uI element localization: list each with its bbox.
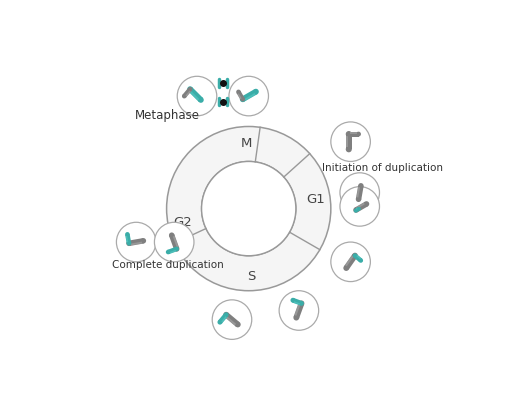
Polygon shape <box>218 313 228 324</box>
Text: G1: G1 <box>306 193 325 206</box>
Polygon shape <box>238 93 242 99</box>
Ellipse shape <box>357 207 361 211</box>
Ellipse shape <box>187 86 193 92</box>
Ellipse shape <box>346 131 352 137</box>
Polygon shape <box>173 236 179 247</box>
Circle shape <box>155 222 194 262</box>
Ellipse shape <box>346 146 352 152</box>
Ellipse shape <box>358 183 364 188</box>
Ellipse shape <box>218 320 222 325</box>
Ellipse shape <box>356 132 361 137</box>
Circle shape <box>116 222 156 262</box>
Ellipse shape <box>141 238 146 244</box>
Polygon shape <box>226 316 236 325</box>
Polygon shape <box>125 234 131 244</box>
Ellipse shape <box>353 253 357 258</box>
Polygon shape <box>292 298 302 306</box>
Ellipse shape <box>125 232 130 237</box>
Ellipse shape <box>293 315 299 320</box>
Ellipse shape <box>253 89 259 94</box>
Ellipse shape <box>346 132 351 137</box>
Ellipse shape <box>356 197 361 202</box>
Polygon shape <box>129 238 144 246</box>
Ellipse shape <box>364 201 369 207</box>
Ellipse shape <box>224 312 228 317</box>
Circle shape <box>202 162 296 256</box>
Polygon shape <box>349 132 358 137</box>
Polygon shape <box>224 312 240 327</box>
Polygon shape <box>221 316 227 322</box>
Ellipse shape <box>353 207 359 213</box>
Polygon shape <box>169 250 176 254</box>
Ellipse shape <box>298 301 305 306</box>
Circle shape <box>279 291 318 330</box>
Polygon shape <box>356 185 364 200</box>
Polygon shape <box>355 201 368 213</box>
Polygon shape <box>125 236 129 242</box>
Polygon shape <box>353 254 362 262</box>
Text: S: S <box>247 269 255 282</box>
Circle shape <box>340 173 379 213</box>
Text: Initiation of duplication: Initiation of duplication <box>322 162 443 173</box>
Polygon shape <box>294 304 301 316</box>
Text: Metaphase: Metaphase <box>135 109 200 122</box>
Polygon shape <box>131 242 142 245</box>
Ellipse shape <box>240 96 246 102</box>
Polygon shape <box>169 234 179 250</box>
Ellipse shape <box>290 298 295 303</box>
Ellipse shape <box>236 90 241 94</box>
Ellipse shape <box>358 258 363 263</box>
Polygon shape <box>237 91 245 100</box>
Ellipse shape <box>223 312 229 318</box>
Polygon shape <box>356 208 358 210</box>
Ellipse shape <box>175 246 179 251</box>
Circle shape <box>331 122 370 162</box>
Polygon shape <box>293 301 300 305</box>
Circle shape <box>177 76 217 116</box>
Polygon shape <box>345 256 353 266</box>
Ellipse shape <box>174 246 179 252</box>
Polygon shape <box>241 89 258 102</box>
Circle shape <box>166 126 331 291</box>
Polygon shape <box>346 136 348 147</box>
Circle shape <box>212 300 252 339</box>
Polygon shape <box>344 254 357 270</box>
Polygon shape <box>356 187 360 198</box>
Polygon shape <box>167 247 178 254</box>
Ellipse shape <box>182 94 186 98</box>
Circle shape <box>340 186 379 226</box>
Ellipse shape <box>198 97 204 103</box>
Ellipse shape <box>235 322 241 327</box>
Polygon shape <box>245 93 255 101</box>
Circle shape <box>331 242 370 282</box>
Ellipse shape <box>169 233 175 238</box>
Polygon shape <box>356 255 361 259</box>
Polygon shape <box>185 90 191 96</box>
Polygon shape <box>350 132 357 134</box>
Ellipse shape <box>188 87 193 92</box>
Circle shape <box>229 76 268 116</box>
Ellipse shape <box>344 265 349 271</box>
Text: Complete duplication: Complete duplication <box>112 260 224 270</box>
Polygon shape <box>189 91 199 101</box>
Ellipse shape <box>352 253 358 258</box>
Ellipse shape <box>126 241 131 246</box>
Polygon shape <box>293 302 304 319</box>
Polygon shape <box>182 88 192 98</box>
Polygon shape <box>346 134 352 149</box>
Ellipse shape <box>126 241 132 246</box>
Ellipse shape <box>241 97 245 102</box>
Ellipse shape <box>299 301 304 306</box>
Polygon shape <box>355 207 360 213</box>
Ellipse shape <box>354 209 358 213</box>
Ellipse shape <box>166 250 170 254</box>
Text: G2: G2 <box>173 216 192 229</box>
Circle shape <box>202 162 296 256</box>
Text: M: M <box>241 137 252 150</box>
Polygon shape <box>356 203 365 209</box>
Polygon shape <box>188 87 203 102</box>
